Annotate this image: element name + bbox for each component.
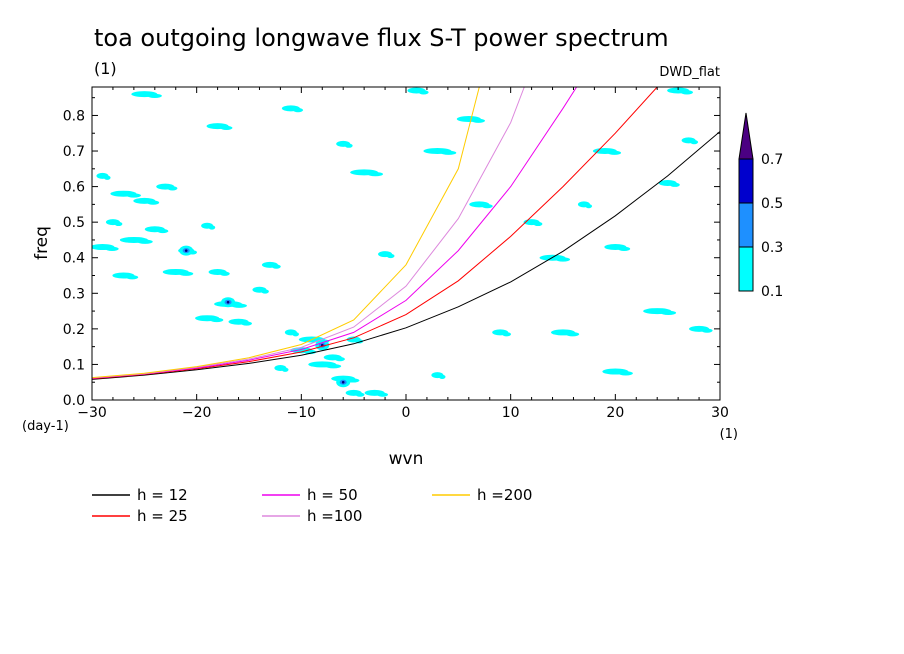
contour-patch (147, 200, 160, 205)
y-tick-label: 0.7 (63, 144, 85, 160)
contour-patch (231, 303, 247, 308)
colorbar-label: 0.5 (761, 196, 783, 212)
colorbar-segment (738, 158, 754, 204)
contour-patch (585, 204, 593, 209)
plot-frame (91, 86, 721, 401)
contour-patch (386, 253, 395, 259)
y-tick-label: 0.8 (63, 108, 85, 124)
colorbar: 0.1 0.3 0.5 0.7 (738, 112, 783, 300)
contour-patch (660, 310, 677, 315)
y-tick-label: 0.1 (63, 357, 85, 373)
contour-patch (261, 289, 269, 294)
colorbar-extend-arrow (738, 112, 754, 160)
contour-patch (690, 140, 699, 145)
dispersion-curve-line (92, 87, 578, 379)
dispersion-curve-line (92, 87, 525, 379)
y-tick-label: 0.2 (63, 322, 85, 338)
contour-patch (126, 193, 141, 198)
contour-patch (344, 143, 353, 148)
contour-patch (440, 150, 457, 155)
contour-patch (292, 332, 299, 337)
contour-patch (147, 93, 162, 99)
contour-patch (607, 150, 622, 155)
dispersion-curve-line (92, 131, 720, 380)
contour-patch (208, 225, 216, 230)
legend-label: h = 50 (307, 486, 358, 504)
contour-patch (555, 257, 571, 262)
colorbar-segment (738, 246, 754, 292)
contour-patch (220, 125, 233, 131)
contour-patch (137, 239, 153, 244)
y-tick-label: 0.4 (63, 251, 85, 267)
contour-patch (680, 90, 693, 95)
contour-patch (293, 108, 304, 113)
x-tick-label: 0 (402, 405, 411, 421)
colorbar-label: 0.3 (761, 240, 783, 256)
legend-label: h =200 (477, 486, 532, 504)
contour-patch (167, 186, 178, 191)
contour-patch (334, 357, 345, 362)
contour-patch (178, 271, 194, 276)
contour-patch (438, 374, 446, 380)
contour-patch (355, 392, 365, 397)
y-tick-label: 0.3 (63, 286, 85, 302)
contour-patch (271, 264, 281, 269)
y-axis-label: freq (32, 226, 52, 260)
contour-patch (367, 172, 384, 177)
contour-patch-peak (226, 300, 230, 304)
y-axis-unit: (day-1) (22, 419, 69, 434)
contour-shading (92, 87, 713, 397)
contour-patch-peak (341, 380, 345, 384)
contour-patch (471, 118, 485, 123)
x-tick-label: −20 (182, 405, 212, 421)
x-axis: −30 −20 −10 0 10 20 30 (77, 87, 729, 421)
contour-patch (219, 271, 230, 276)
contour-patch (126, 275, 139, 280)
legend-label: h =100 (307, 507, 362, 525)
contour-patch (105, 246, 119, 251)
colorbar-label: 0.7 (761, 152, 783, 168)
x-tick-label: −30 (77, 405, 107, 421)
contour-patch (418, 90, 429, 95)
colorbar-segment (738, 202, 754, 248)
contour-patch (701, 328, 713, 333)
y-tick-label: 0.6 (63, 180, 85, 196)
contour-patch (618, 371, 633, 376)
contour-patch (241, 321, 253, 326)
legend: h = 12 h = 25 h = 50 h =100 h =200 (92, 486, 532, 525)
contour-patch (566, 332, 580, 337)
contour-patch (618, 246, 631, 251)
contour-patch (377, 392, 389, 397)
dispersion-curve-line (92, 87, 658, 380)
x-axis-unit: (1) (720, 427, 738, 442)
dispersion-curves (92, 87, 720, 380)
x-tick-label: −10 (287, 405, 317, 421)
dispersion-curve-line (92, 87, 480, 379)
colorbar-label: 0.1 (761, 284, 783, 300)
x-axis-label: wvn (389, 449, 424, 469)
contour-patch-peak (184, 249, 188, 252)
x-tick-label: 30 (711, 405, 729, 421)
contour-patch (114, 221, 123, 227)
legend-label: h = 12 (137, 486, 188, 504)
contour-patch (210, 317, 224, 323)
y-tick-label: 0.5 (63, 215, 85, 231)
contour-patch (281, 367, 289, 372)
contour-patch (157, 228, 169, 234)
y-axis: 0.0 0.1 0.2 0.3 0.4 0.5 0.6 0.7 0.8 (63, 97, 720, 409)
contour-patch (669, 182, 680, 187)
x-tick-label: 20 (606, 405, 624, 421)
contour-patch (502, 332, 511, 337)
x-tick-label: 10 (502, 405, 520, 421)
chart-title: toa outgoing longwave flux S-T power spe… (94, 24, 669, 52)
chart-unit-label: (1) (94, 59, 117, 78)
y-tick-label: 0.0 (63, 393, 85, 409)
contour-patch (481, 204, 493, 209)
legend-label: h = 25 (137, 507, 188, 525)
contour-patch (103, 175, 111, 180)
contour-patch (533, 221, 543, 227)
chart-source-label: DWD_flat (659, 65, 720, 80)
contour-patch (325, 364, 342, 369)
